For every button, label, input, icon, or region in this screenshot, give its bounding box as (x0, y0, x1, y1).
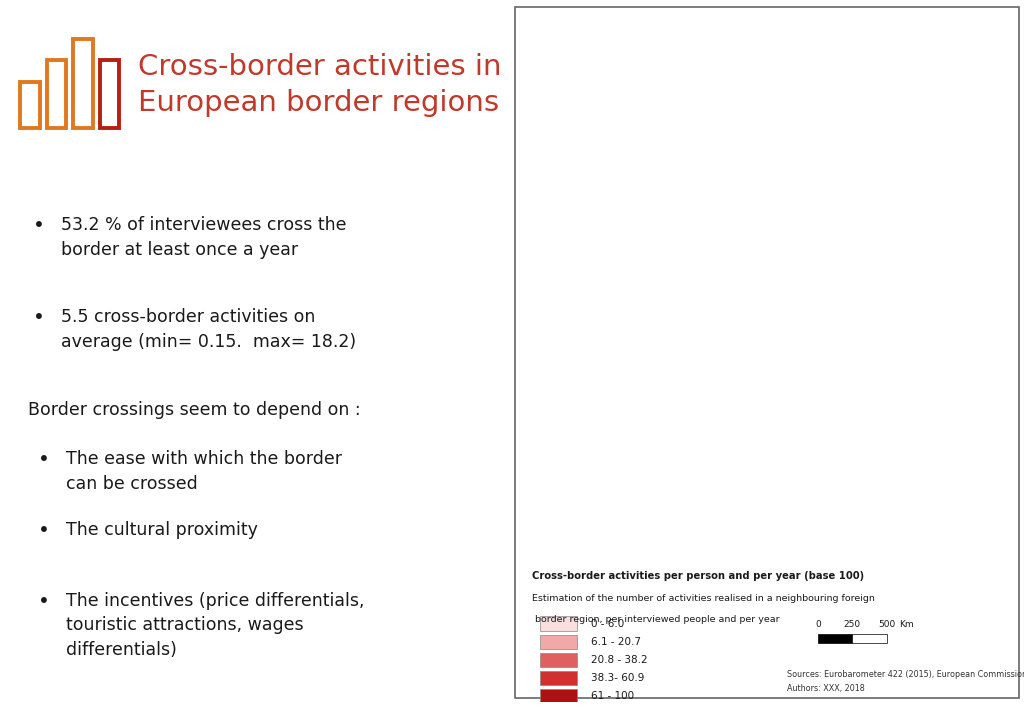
Text: 61 - 100: 61 - 100 (591, 691, 634, 701)
Bar (540, 671, 577, 686)
Bar (540, 689, 577, 703)
Text: 500: 500 (879, 620, 895, 629)
Text: 20.8 - 38.2: 20.8 - 38.2 (591, 655, 647, 665)
Text: 38.3- 60.9: 38.3- 60.9 (591, 673, 644, 683)
Text: Sources: Eurobarometer 422 (2015), European Commission: Sources: Eurobarometer 422 (2015), Europ… (787, 671, 1024, 679)
Bar (852, 634, 887, 642)
Bar (540, 616, 577, 631)
Text: Km: Km (899, 620, 914, 629)
Bar (74, 39, 93, 128)
Text: •: • (33, 216, 45, 235)
Text: The incentives (price differentials,
touristic attractions, wages
differentials): The incentives (price differentials, tou… (67, 592, 365, 659)
Text: •: • (38, 450, 50, 469)
Text: 5.5 cross-border activities on
average (min= 0.15.  max= 18.2): 5.5 cross-border activities on average (… (61, 308, 356, 351)
Text: Authors: XXX, 2018: Authors: XXX, 2018 (787, 684, 865, 693)
Text: 0: 0 (815, 620, 821, 629)
Text: The cultural proximity: The cultural proximity (67, 521, 258, 539)
Text: •: • (38, 521, 50, 540)
Text: 6.1 - 20.7: 6.1 - 20.7 (591, 637, 641, 647)
Text: Border crossings seem to depend on :: Border crossings seem to depend on : (28, 401, 360, 418)
Text: Cross-border activities in
European border regions: Cross-border activities in European bord… (137, 53, 501, 117)
Bar (540, 653, 577, 667)
Text: Estimation of the number of activities realised in a neighbouring foreign: Estimation of the number of activities r… (532, 593, 876, 603)
Bar (47, 60, 67, 128)
Text: border region, per interviewed people and per year: border region, per interviewed people an… (532, 615, 780, 624)
Text: 250: 250 (844, 620, 861, 629)
Text: 53.2 % of interviewees cross the
border at least once a year: 53.2 % of interviewees cross the border … (61, 216, 347, 259)
Bar (540, 635, 577, 649)
Text: The ease with which the border
can be crossed: The ease with which the border can be cr… (67, 450, 342, 493)
Text: •: • (38, 592, 50, 611)
Bar (20, 82, 40, 128)
Text: •: • (33, 308, 45, 328)
Text: 0 - 6.0: 0 - 6.0 (591, 619, 625, 629)
Text: Cross-border activities per person and per year (base 100): Cross-border activities per person and p… (532, 571, 864, 581)
Bar (100, 60, 120, 128)
Bar (818, 634, 852, 642)
